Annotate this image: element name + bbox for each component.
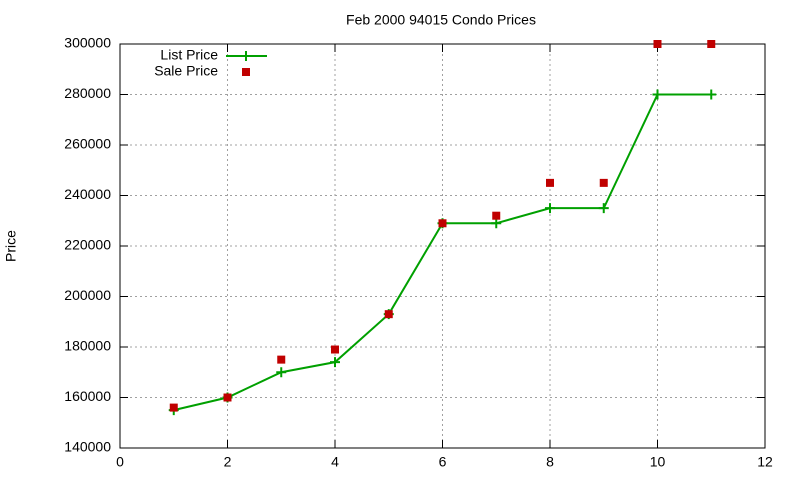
point-square	[384, 310, 393, 319]
y-tick-label: 180000	[64, 338, 111, 354]
x-tick-label: 0	[116, 454, 124, 470]
point-square	[223, 393, 232, 402]
point-square	[546, 178, 554, 187]
x-tick-label: 2	[224, 454, 232, 470]
y-tick-label: 240000	[64, 186, 111, 202]
point-square	[653, 40, 662, 48]
point-plus	[598, 203, 609, 214]
x-tick-label: 6	[439, 454, 447, 470]
point-square	[599, 178, 608, 187]
y-tick-label: 140000	[64, 439, 111, 455]
point-square	[438, 219, 447, 228]
y-tick-label: 200000	[64, 287, 111, 303]
point-square	[277, 355, 286, 364]
chart-title: Feb 2000 94015 Condo Prices	[346, 12, 536, 28]
legend-marker	[242, 68, 250, 76]
plot-frame	[119, 43, 766, 449]
y-tick-label: 160000	[64, 388, 111, 404]
y-tick-label: 260000	[64, 136, 111, 152]
x-tick-label: 12	[757, 454, 773, 470]
y-tick-label: 280000	[64, 85, 111, 101]
x-tick-label: 10	[650, 454, 666, 470]
point-plus	[330, 357, 340, 368]
point-square	[331, 345, 339, 354]
point-square	[169, 403, 178, 412]
point-square	[707, 40, 716, 48]
point-plus	[491, 218, 502, 229]
point-plus	[276, 367, 287, 378]
legend-label: Sale Price	[154, 63, 218, 79]
point-plus	[706, 89, 717, 100]
series-line	[173, 93, 712, 412]
y-axis-label: Price	[3, 230, 19, 262]
point-plus	[545, 203, 555, 214]
x-tick-label: 8	[546, 454, 554, 470]
point-plus	[652, 89, 663, 100]
legend-label: List Price	[160, 47, 218, 63]
point-square	[492, 211, 501, 220]
y-tick-label: 220000	[64, 237, 111, 253]
x-tick-label: 4	[331, 454, 339, 470]
y-tick-label: 300000	[64, 35, 111, 51]
legend-marker	[241, 51, 251, 61]
